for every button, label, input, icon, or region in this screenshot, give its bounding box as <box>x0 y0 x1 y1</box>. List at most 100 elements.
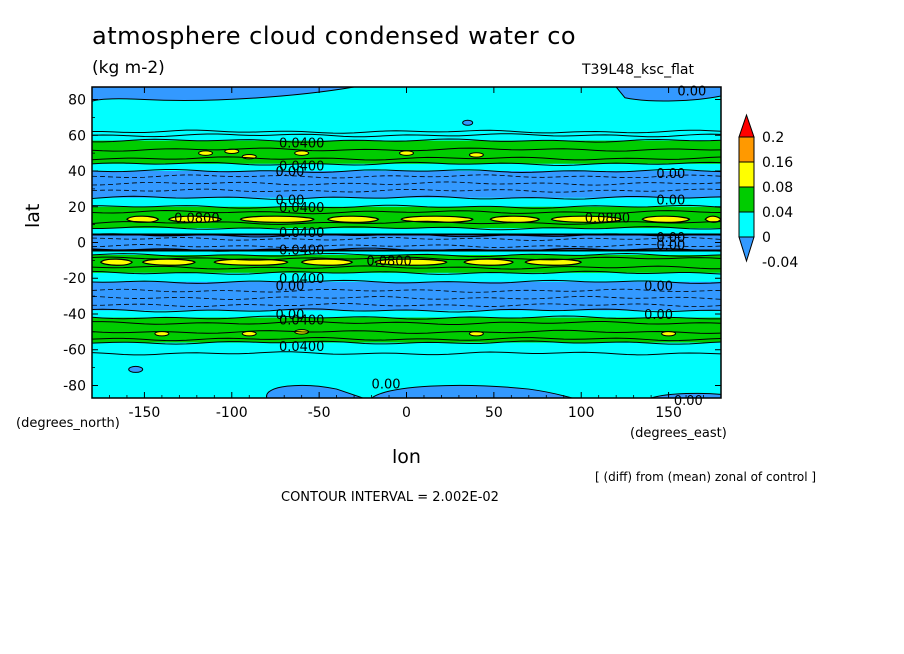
contour-line-19 <box>92 147 721 152</box>
yellow-blob-0 <box>198 150 214 156</box>
band-5 <box>92 197 721 207</box>
contour-line-10 <box>92 252 721 258</box>
y-tick-label-4: 0 <box>77 236 86 252</box>
yellow-blob-7 <box>241 330 257 337</box>
x-tick-label-2: -50 <box>308 405 331 421</box>
contour-label-1: 0.0400 <box>279 136 325 151</box>
x-tick-label-0: -150 <box>129 405 161 421</box>
contour-line-35 <box>92 337 721 342</box>
band-8 <box>92 235 721 250</box>
band-7 <box>92 228 721 236</box>
contour-line-18 <box>92 133 721 138</box>
y-tick-label-0: -80 <box>63 378 86 394</box>
x-axis-label: lon <box>392 446 421 468</box>
contour-line-14 <box>92 315 721 320</box>
run-label: T39L48_ksc_flat <box>582 62 694 78</box>
contour-line-11 <box>92 270 721 275</box>
band-3 <box>92 163 721 172</box>
yellow-blob-4 <box>399 150 414 156</box>
yellow-patch-1-1 <box>141 258 196 266</box>
contour-label-6: 0.0400 <box>279 201 325 216</box>
contour-line-20 <box>92 156 721 161</box>
contour-line-27 <box>92 244 721 248</box>
yellow-patch-1-4 <box>374 258 448 266</box>
contour-line-2 <box>92 138 721 143</box>
yellow-patch-1-3 <box>300 258 354 266</box>
contour-line-26 <box>92 237 721 241</box>
x-tick-label-1: -100 <box>216 405 248 421</box>
y-tick-label-3: -20 <box>63 271 86 287</box>
contour-label-3: 0.00 <box>275 165 304 180</box>
contour-label-16: 0.00 <box>275 279 304 294</box>
yellow-blob-2 <box>294 150 310 156</box>
contour-line-3 <box>92 161 721 166</box>
contour-line-25 <box>92 220 721 225</box>
contour-line-29 <box>92 265 721 270</box>
diff-note: [ (diff) from (mean) zonal of control ] <box>595 470 817 484</box>
colorbar-label-5: -0.04 <box>762 255 798 271</box>
contour-label-8: 0.0800 <box>174 211 220 226</box>
contour-label-19: 0.0400 <box>279 313 325 328</box>
contour-line-16 <box>92 351 721 356</box>
contour-label-18: 0.00 <box>275 308 304 323</box>
yellow-patch-0-5 <box>489 215 541 223</box>
contour-label-4: 0.00 <box>656 167 685 182</box>
y-tick-label-8: 80 <box>68 93 86 109</box>
contour-line-4 <box>92 168 721 173</box>
yellow-patch-0-6 <box>550 215 623 223</box>
contour-line-23 <box>92 188 721 193</box>
colorbar-label-0: 0.2 <box>762 130 784 146</box>
contour-line-34 <box>92 329 721 334</box>
colorbar-bottom-triangle <box>738 236 755 263</box>
contour-label-14: 0.0800 <box>366 254 412 269</box>
contour-line-15 <box>92 340 721 345</box>
y-tick-label-1: -60 <box>63 343 86 359</box>
contour-label-17: 0.00 <box>644 279 673 294</box>
contour-line-13 <box>92 308 721 313</box>
contour-label-2: 0.0400 <box>279 160 325 175</box>
contour-label-7: 0.00 <box>656 194 685 209</box>
contour-line-5 <box>92 195 721 200</box>
colorbar-label-2: 0.08 <box>762 180 793 196</box>
contour-label-5: 0.00 <box>275 194 304 209</box>
colorbar-seg-3 <box>738 186 755 213</box>
colorbar-top-triangle <box>738 113 755 138</box>
contour-line-32 <box>92 303 721 308</box>
contour-label-20: 0.00 <box>644 308 673 323</box>
x-tick-label-4: 50 <box>485 405 503 421</box>
yellow-patch-0-2 <box>239 215 315 223</box>
chart-title: atmosphere cloud condensed water co <box>92 22 577 50</box>
contour-line-33 <box>92 320 721 326</box>
colorbar-label-3: 0.04 <box>762 205 793 221</box>
band-13 <box>92 310 721 318</box>
y-tick-label-6: 40 <box>68 164 86 180</box>
y-axis-label: lat <box>22 203 44 228</box>
contour-label-0: 0.00 <box>677 85 706 100</box>
contour-line-12 <box>92 279 721 284</box>
yellow-patch-0-1 <box>168 215 223 223</box>
contour-line-24 <box>92 210 721 215</box>
colorbar-seg-2 <box>738 161 755 188</box>
contour-label-11: 0.00 <box>656 231 685 246</box>
x-tick-label-6: 150 <box>655 405 682 421</box>
contour-line-31 <box>92 295 721 300</box>
y-tick-label-2: -40 <box>63 307 86 323</box>
x-tick-label-5: 100 <box>568 405 595 421</box>
band-15 <box>92 342 721 354</box>
contour-label-10: 0.0400 <box>279 226 325 241</box>
contour-label-9: 0.0800 <box>585 211 631 226</box>
yellow-patch-0-3 <box>327 215 380 223</box>
y-tick-label-7: 60 <box>68 128 86 144</box>
contour-label-15: 0.0400 <box>279 272 325 287</box>
yellow-patch-0-7 <box>641 215 691 223</box>
contour-label-13: 0.0400 <box>279 244 325 259</box>
yellow-blob-5 <box>468 152 484 158</box>
north-polar-patch-west <box>92 87 355 102</box>
south-polar-patch-west <box>266 384 363 398</box>
band-4 <box>92 171 721 198</box>
contour-line-28 <box>92 256 721 261</box>
yellow-patch-1-0 <box>99 258 134 266</box>
contour-interval: CONTOUR INTERVAL = 2.002E-02 <box>281 490 499 505</box>
contour-label-21: 0.0400 <box>279 340 325 355</box>
